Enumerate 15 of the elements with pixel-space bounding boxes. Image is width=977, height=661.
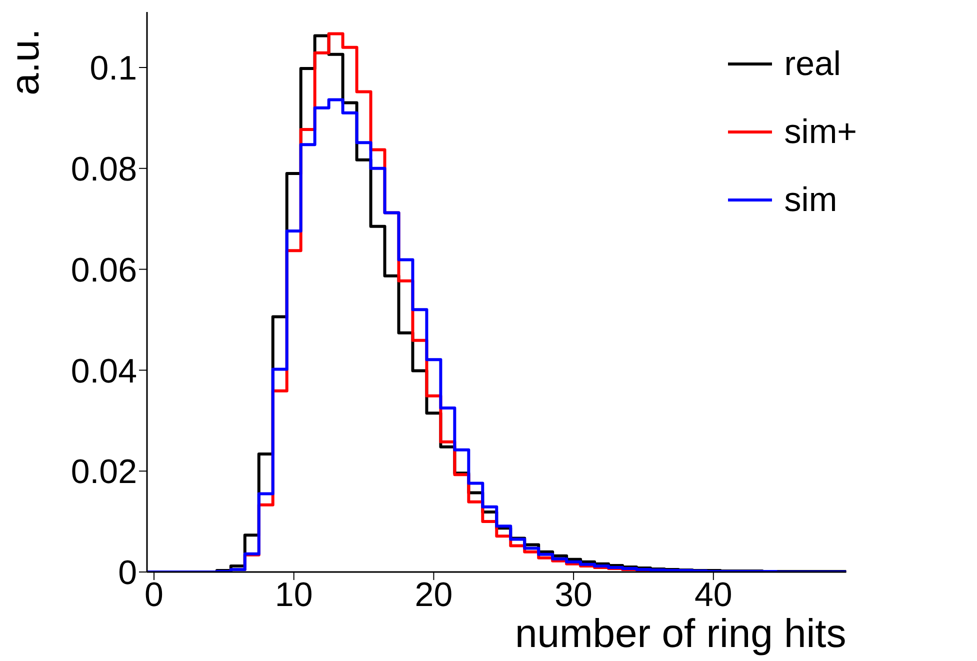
- y-tick-label: 0.04: [70, 352, 137, 390]
- x-tick-label: 40: [694, 576, 732, 614]
- y-tick-label: 0.08: [70, 150, 137, 188]
- x-tick-label: 0: [144, 576, 164, 614]
- legend-label: sim+: [784, 112, 857, 152]
- x-axis-title: number of ring hits: [514, 612, 846, 656]
- x-tick-label: 10: [274, 576, 313, 614]
- x-tick-label: 20: [414, 576, 453, 614]
- legend-label: sim: [784, 180, 838, 220]
- y-tick-label: 0.06: [70, 251, 137, 290]
- legend-label: real: [784, 44, 841, 84]
- y-tick-label: 0.02: [70, 453, 137, 492]
- y-tick-label: 0.1: [90, 50, 137, 88]
- x-tick-label: 30: [554, 576, 592, 614]
- y-axis-title: a.u.: [3, 28, 48, 96]
